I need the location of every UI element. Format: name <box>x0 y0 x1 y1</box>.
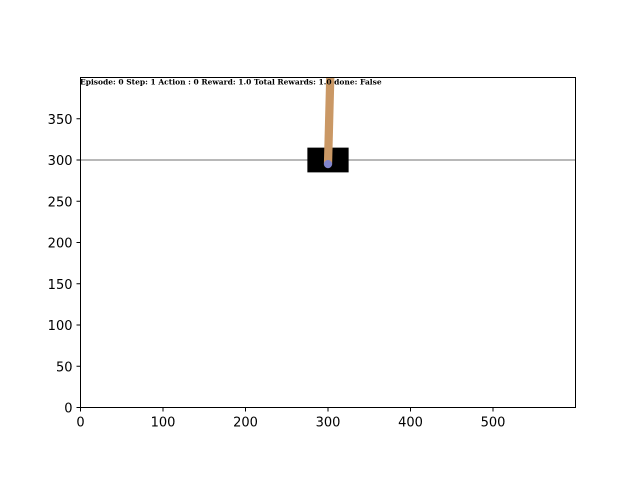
y-tick-label: 0 <box>64 402 72 417</box>
pole <box>323 77 335 165</box>
y-tick-label: 200 <box>48 237 73 252</box>
y-tick-label: 150 <box>48 278 73 293</box>
x-tick-label: 200 <box>233 416 258 431</box>
y-tick-label: 100 <box>48 319 73 334</box>
x-axis: 0 100 200 300 400 500 <box>76 407 506 431</box>
x-tick-label: 500 <box>481 416 506 431</box>
y-tick-label: 250 <box>48 195 73 210</box>
status-text: Episode: 0 Step: 1 Action : 0 Reward: 1.… <box>80 78 382 87</box>
cartpole-scene <box>80 77 576 173</box>
y-tick-label: 350 <box>48 113 73 128</box>
y-axis: 0 50 100 150 200 250 300 350 <box>48 113 81 417</box>
x-tick-label: 100 <box>151 416 176 431</box>
x-tick-label: 400 <box>398 416 423 431</box>
axle <box>323 160 333 169</box>
x-tick-label: 300 <box>316 416 341 431</box>
y-tick-label: 300 <box>48 154 73 169</box>
x-tick-label: 0 <box>76 416 84 431</box>
y-tick-label: 50 <box>56 360 73 375</box>
